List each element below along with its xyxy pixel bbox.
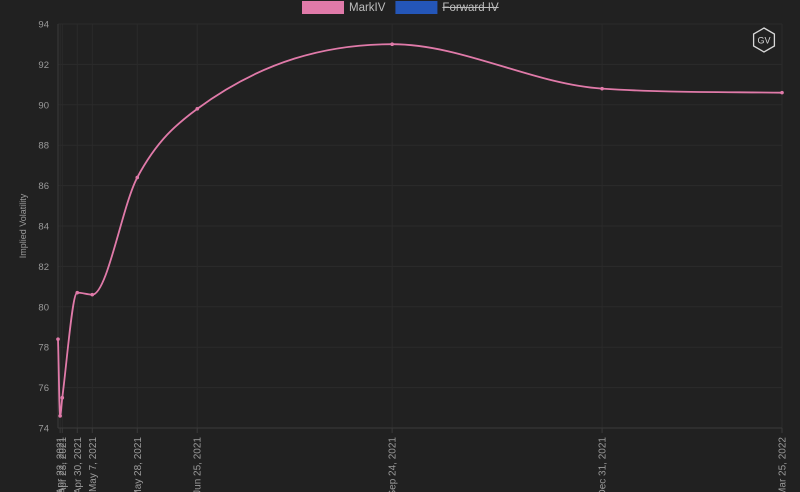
- y-tick-label: 76: [38, 383, 49, 394]
- logo-text: GV: [757, 36, 770, 46]
- y-tick-label: 88: [38, 141, 49, 152]
- y-tick-label: 82: [38, 262, 49, 273]
- data-point[interactable]: [58, 414, 62, 418]
- y-tick-label: 94: [38, 20, 49, 31]
- y-tick-label: 84: [38, 222, 49, 233]
- x-tick-label: Apr 22, 2021: [56, 437, 67, 492]
- legend-label-markiv[interactable]: MarkIV: [349, 2, 386, 14]
- x-tick-label: May 7, 2021: [88, 437, 99, 492]
- data-point[interactable]: [56, 337, 60, 341]
- x-tick-label: Apr 30, 2021: [73, 437, 84, 492]
- data-point[interactable]: [390, 42, 394, 46]
- data-point[interactable]: [75, 290, 80, 295]
- data-point[interactable]: [90, 292, 95, 297]
- gv-logo: GV: [752, 27, 776, 53]
- hexagon-icon: [752, 27, 776, 53]
- y-axis-label: Implied Volatility: [18, 193, 28, 258]
- x-tick-label: Dec 31, 2021: [598, 437, 609, 492]
- y-tick-label: 86: [38, 181, 49, 192]
- y-tick-label: 78: [38, 343, 49, 354]
- x-tick-label: Apr 23, 2021: [58, 437, 69, 492]
- data-point[interactable]: [60, 395, 65, 400]
- y-tick-label: 90: [38, 100, 49, 111]
- legend-swatch-markiv[interactable]: [302, 1, 344, 14]
- x-tick-label: May 28, 2021: [133, 437, 144, 492]
- x-tick-label: Mar 25, 2022: [778, 437, 789, 492]
- series-layer: [56, 42, 784, 418]
- legend-swatch-forward-iv[interactable]: [395, 1, 438, 14]
- y-tick-label: 74: [38, 424, 49, 435]
- x-tick-label: Sep 24, 2021: [388, 437, 399, 492]
- legend[interactable]: MarkIV Forward IV: [302, 1, 499, 14]
- data-point[interactable]: [195, 107, 200, 111]
- data-point[interactable]: [135, 175, 140, 180]
- series-line-markiv: [57, 43, 783, 417]
- data-point[interactable]: [600, 86, 604, 91]
- y-tick-label: 80: [38, 302, 49, 313]
- data-point[interactable]: [780, 90, 784, 95]
- y-axis-ticks: 74 76 78 80 82 84 86 88 90 92 94: [38, 20, 49, 435]
- x-tick-label: Jun 25, 2021: [193, 437, 204, 492]
- y-tick-label: 92: [38, 60, 49, 71]
- grid-layer: [57, 23, 783, 429]
